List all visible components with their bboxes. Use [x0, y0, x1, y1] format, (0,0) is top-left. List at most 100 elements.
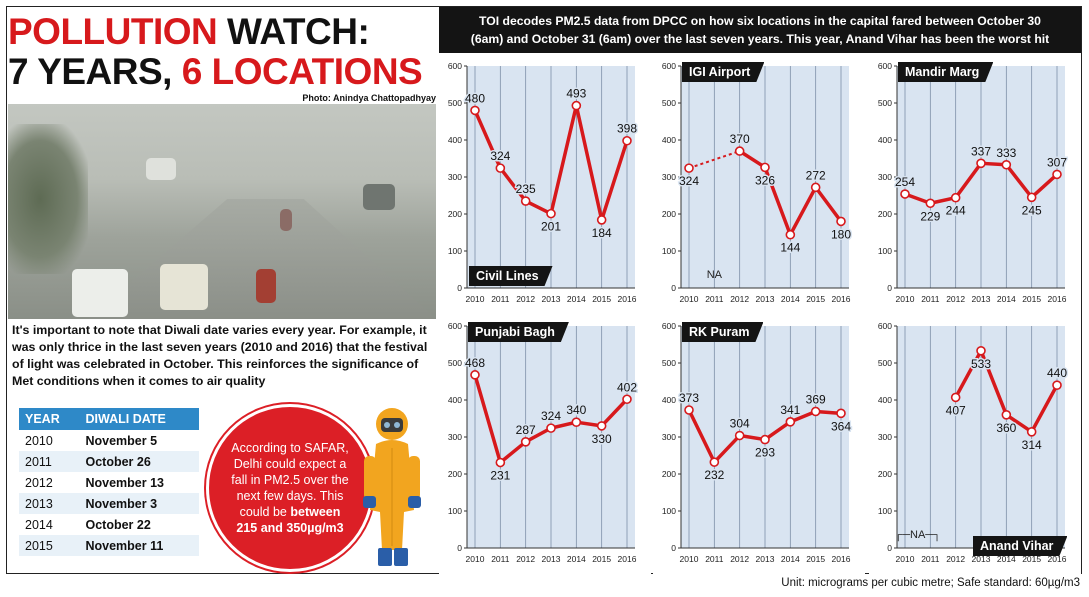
chart-anand-vihar: 0 100 200 300 400 500 600 2010 2011 2012 2013 2014 2…: [878, 321, 1069, 564]
data-point: [520, 196, 531, 206]
series-line-segment: [473, 108, 503, 170]
chart-panel-civil-lines: 0 100 200 300 400 500 600 2010 2011 2012 2013 2014 2…: [439, 56, 651, 314]
year-cell: 2015: [19, 535, 80, 556]
series-line-segment: [574, 103, 604, 222]
headline-pollution: POLLUTION: [8, 11, 218, 52]
data-label: 330: [592, 432, 612, 446]
footer-unit-note: Unit: micrograms per cubic metre; Safe s…: [781, 577, 1080, 589]
y-tick-label: 200: [662, 469, 676, 479]
data-point: [836, 408, 846, 419]
photo-tree: [8, 124, 88, 274]
data-point: [810, 182, 821, 193]
data-point: [709, 457, 720, 467]
data-label: 341: [780, 403, 800, 417]
chart-mandir-marg: 0 100 200 300 400 500 600 2010 2011 2012 2013 2014 2…: [878, 61, 1069, 304]
data-label: 307: [1047, 155, 1067, 169]
y-tick-label: 500: [662, 358, 676, 368]
data-label: 272: [806, 168, 826, 182]
headline-watch: WATCH:: [227, 11, 370, 52]
data-point: [1052, 169, 1062, 180]
year-cell: 2012: [25, 475, 53, 490]
x-tick-label: 2010: [680, 294, 699, 304]
photo-car: [363, 184, 395, 210]
year-cell: 2011: [19, 451, 80, 472]
data-point: [976, 158, 986, 169]
chart-panel-rk-puram: 0 100 200 300 400 500 600 2010 2011 2012 2013 2014 2…: [653, 316, 865, 574]
x-tick-label: 2014: [781, 554, 800, 564]
x-tick-label: 2014: [567, 554, 586, 564]
data-label: 337: [971, 144, 991, 158]
series-line-segment: [1004, 413, 1034, 434]
headline-locations: 6 LOCATIONS: [181, 51, 423, 92]
data-point: [734, 146, 745, 156]
y-tick-label: 200: [662, 209, 676, 219]
data-label: 232: [704, 468, 724, 482]
chart-panel-igi-airport: 0 100 200 300 400 500 600 2010 2011 2012 2013 2014 2…: [653, 56, 865, 314]
y-tick-label: 200: [878, 469, 892, 479]
x-tick-label: 2013: [756, 554, 775, 564]
data-point: [596, 215, 607, 225]
table-header-row: YEAR DIWALI DATE: [19, 408, 199, 430]
x-tick-label: 2015: [806, 554, 825, 564]
data-label: 314: [1022, 438, 1042, 452]
data-label: 480: [465, 91, 485, 105]
y-tick-label: 0: [457, 283, 462, 293]
data-label: 326: [755, 173, 775, 187]
x-tick-label: 2014: [997, 554, 1016, 564]
photo-car: [72, 269, 128, 317]
table-row: 2011 October 26: [19, 451, 199, 472]
x-tick-label: 2016: [1048, 294, 1067, 304]
date-cell: November 13: [85, 475, 164, 490]
data-point: [760, 162, 770, 173]
y-tick-label: 300: [662, 172, 676, 182]
x-tick-label: 2012: [516, 294, 535, 304]
y-tick-label: 400: [448, 135, 462, 145]
data-label: 184: [592, 226, 612, 240]
series-line-segment: [549, 103, 579, 216]
x-tick-label: 2013: [542, 554, 561, 564]
data-label: 468: [465, 356, 485, 370]
y-tick-label: 300: [878, 432, 892, 442]
y-tick-label: 400: [662, 395, 676, 405]
data-label: 398: [617, 122, 637, 136]
y-tick-label: 600: [662, 321, 676, 331]
photo-car: [146, 158, 176, 180]
data-point: [684, 163, 694, 173]
date-cell: November 3: [79, 493, 199, 514]
y-tick-label: 0: [671, 283, 676, 293]
y-tick-label: 200: [448, 209, 462, 219]
data-point: [950, 392, 961, 403]
x-tick-label: 2013: [542, 294, 561, 304]
chart-civil-lines: 0 100 200 300 400 500 600 2010 2011 2012 2013 2014 2…: [448, 61, 639, 304]
date-cell: October 22: [85, 517, 151, 532]
x-tick-label: 2011: [921, 294, 940, 304]
photo-motorbike: [280, 209, 292, 231]
y-tick-label: 0: [887, 543, 892, 553]
series-line-segment: [788, 185, 818, 237]
table-row: 2013 November 3: [19, 493, 199, 514]
x-tick-label: 2014: [567, 294, 586, 304]
x-tick-label: 2015: [1022, 294, 1041, 304]
x-tick-label: 2013: [756, 294, 775, 304]
year-cell: 2014: [25, 517, 53, 532]
y-tick-label: 100: [448, 246, 462, 256]
data-label: 304: [730, 417, 750, 431]
data-label: 229: [920, 209, 940, 223]
data-label: 370: [730, 132, 750, 146]
data-point: [785, 417, 796, 427]
series-line-segment: [712, 433, 742, 464]
data-label: 402: [617, 380, 637, 394]
y-tick-label: 0: [457, 543, 462, 553]
y-tick-label: 500: [878, 358, 892, 368]
y-tick-label: 200: [448, 469, 462, 479]
series-line-segment: [473, 373, 503, 465]
data-point: [785, 229, 796, 240]
photo-car: [160, 264, 208, 310]
data-label: 180: [831, 227, 851, 241]
chart-igi-airport: 0 100 200 300 400 500 600 2010 2011 2012 2013 2014 2…: [662, 61, 853, 304]
safar-forecast-circle: According to SAFAR, Delhi could expect a…: [206, 404, 374, 572]
chart-title-anand-vihar: Anand Vihar: [973, 536, 1067, 556]
series-line-segment: [953, 161, 983, 200]
series-line-segment: [599, 397, 629, 428]
y-tick-label: 300: [448, 172, 462, 182]
